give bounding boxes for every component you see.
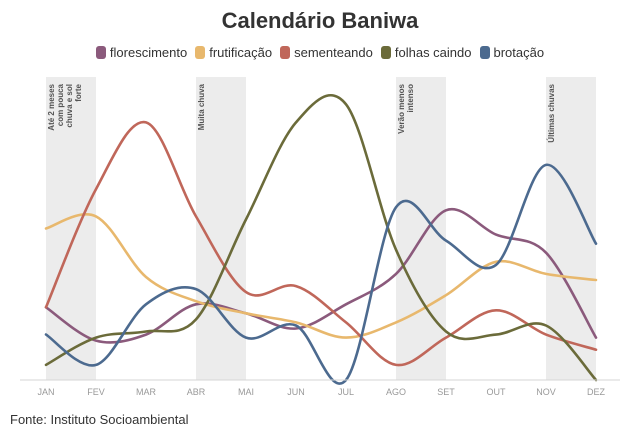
legend-label: frutificação [209, 45, 273, 60]
x-tick-label: JUN [287, 387, 305, 397]
series-line-folhas-caindo [44, 94, 598, 382]
legend-item-frutificação: frutificação [195, 45, 272, 60]
legend-item-folhas-caindo: folhas caindo [380, 45, 472, 60]
chart-title: Calendário Baniwa [221, 8, 419, 33]
legend-item-sementeando: sementeando [280, 45, 373, 60]
legend-item-florescimento: florescimento [95, 45, 188, 60]
season-label: Últimas chuvas [547, 83, 556, 142]
series-line-sementeando [44, 121, 598, 367]
x-tick-label: MAI [238, 387, 254, 397]
legend-label: brotação [493, 45, 545, 60]
series-line-florescimento [44, 207, 598, 344]
x-axis-ticks: JAN FEV MAR ABR MAI JUN JUL AGO SET OUT NOV DEZ [37, 387, 605, 397]
legend-swatch [95, 46, 106, 59]
legend-item-brotação: brotação [479, 45, 545, 60]
x-tick-label: AGO [386, 387, 406, 397]
legend-label: folhas caindo [394, 45, 472, 60]
legend-swatch [195, 46, 206, 59]
season-label: Até 2 mesescom poucachuva e solforte [47, 83, 83, 130]
legend-label: florescimento [109, 45, 188, 60]
series-line-brotação [44, 163, 598, 385]
x-tick-label: JUL [338, 387, 354, 397]
x-tick-label: DEZ [587, 387, 606, 397]
series-lines [44, 94, 598, 385]
legend-swatch [380, 46, 391, 59]
x-tick-label: JAN [37, 387, 54, 397]
legend-swatch [479, 46, 490, 59]
season-band [396, 77, 446, 380]
legend: florescimento frutificação sementeando folh… [0, 45, 640, 60]
x-tick-label: ABR [187, 387, 206, 397]
season-bands: Até 2 mesescom poucachuva e solforte Muit… [46, 77, 596, 380]
legend-label: sementeando [294, 45, 373, 60]
legend-swatch [280, 46, 291, 59]
source-credit: Fonte: Instituto Socioambiental [10, 412, 189, 427]
season-band [46, 77, 96, 380]
x-tick-label: FEV [87, 387, 105, 397]
x-tick-label: SET [437, 387, 455, 397]
x-tick-label: OUT [487, 387, 507, 397]
season-label: Verão menosintenso [397, 83, 415, 133]
x-tick-label: NOV [536, 387, 556, 397]
x-tick-label: MAR [136, 387, 157, 397]
season-label: Muita chuva [197, 83, 206, 130]
